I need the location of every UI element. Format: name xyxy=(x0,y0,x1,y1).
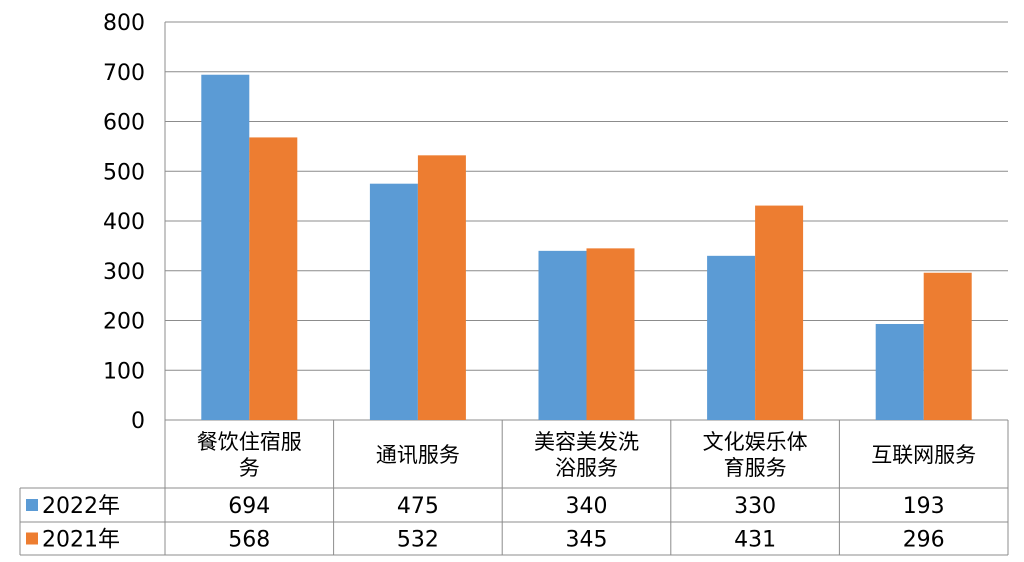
category-label: 文化娱乐体育服务 xyxy=(703,430,808,480)
bar-b xyxy=(249,137,298,421)
category-label: 美容美发洗浴服务 xyxy=(534,430,639,480)
data-table-value: 568 xyxy=(228,528,270,553)
y-tick-label: 500 xyxy=(103,160,145,185)
category-label-line: 互联网服务 xyxy=(871,443,976,467)
y-tick-label: 100 xyxy=(103,359,145,384)
data-table: 餐饮住宿服务 通讯服务 美容美发洗浴服务 文化娱乐体育服务 互联网服务 2022年 694 4… xyxy=(19,420,1009,556)
data-table-value: 340 xyxy=(566,494,608,519)
bar-a xyxy=(538,250,587,420)
y-tick-label: 400 xyxy=(103,210,145,235)
bar-a xyxy=(369,183,418,420)
category-label: 互联网服务 xyxy=(871,443,976,467)
bar-a xyxy=(875,323,924,420)
y-tick-label: 300 xyxy=(103,260,145,285)
bar-a xyxy=(707,255,756,420)
category-label-line: 育服务 xyxy=(724,456,787,480)
data-table-value: 431 xyxy=(734,528,776,553)
gridlines xyxy=(164,21,1008,421)
y-tick-label: 800 xyxy=(103,11,145,36)
category-label-line: 餐饮住宿服 xyxy=(197,430,302,454)
y-tick-label: 200 xyxy=(103,310,145,335)
data-table-value: 532 xyxy=(397,528,439,553)
data-table-value: 330 xyxy=(734,494,776,519)
y-tick-label: 0 xyxy=(131,409,145,434)
bar-b xyxy=(755,205,804,420)
legend-key xyxy=(26,499,38,511)
data-table-value: 345 xyxy=(566,528,608,553)
category-label: 通讯服务 xyxy=(376,443,460,467)
bar-b xyxy=(586,248,635,420)
bars xyxy=(201,74,972,421)
data-table-value: 694 xyxy=(228,494,270,519)
data-table-value: 193 xyxy=(903,494,945,519)
category-label-line: 文化娱乐体 xyxy=(703,430,808,454)
data-table-value: 296 xyxy=(903,528,945,553)
y-tick-label: 700 xyxy=(103,61,145,86)
category-label-line: 通讯服务 xyxy=(376,443,460,467)
y-axis-ticks: 0 100 200 300 400 500 600 700 800 xyxy=(103,11,145,434)
category-label: 餐饮住宿服务 xyxy=(197,430,302,480)
category-label-line: 美容美发洗 xyxy=(534,430,639,454)
legend-label: 2022年 xyxy=(42,494,120,519)
legend-key xyxy=(26,532,38,545)
legend-label: 2021年 xyxy=(42,528,120,553)
bar-b xyxy=(417,155,466,420)
bar-b xyxy=(923,272,972,420)
bar-a xyxy=(201,74,250,421)
y-tick-label: 600 xyxy=(103,111,145,136)
category-label-line: 浴服务 xyxy=(555,456,618,480)
data-table-value: 475 xyxy=(397,494,439,519)
category-label-line: 务 xyxy=(239,456,260,480)
